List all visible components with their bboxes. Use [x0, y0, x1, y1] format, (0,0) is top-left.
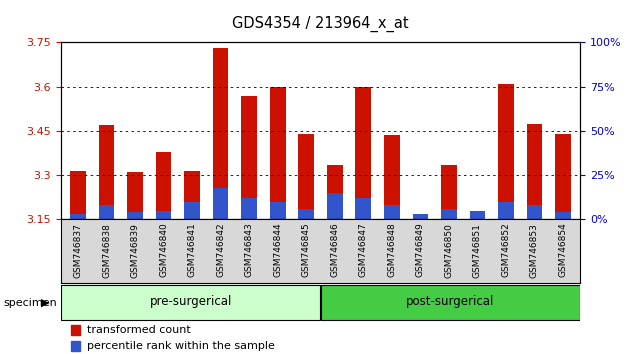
Bar: [356, 87, 371, 219]
Bar: [127, 212, 143, 219]
Text: GSM746849: GSM746849: [416, 223, 425, 278]
Text: GSM746841: GSM746841: [188, 223, 197, 278]
Text: GSM746838: GSM746838: [102, 223, 111, 278]
Bar: [327, 193, 342, 219]
Text: GSM746843: GSM746843: [245, 223, 254, 278]
Text: GSM746839: GSM746839: [131, 223, 140, 278]
Text: GSM746840: GSM746840: [159, 223, 168, 278]
Bar: [384, 205, 400, 219]
Text: GSM746850: GSM746850: [444, 223, 453, 278]
Bar: [99, 125, 114, 219]
Bar: [470, 215, 485, 219]
Bar: [413, 214, 428, 219]
Bar: [527, 124, 542, 219]
Text: GSM746848: GSM746848: [387, 223, 396, 278]
Bar: [299, 209, 314, 219]
Bar: [71, 341, 79, 351]
Bar: [241, 198, 257, 219]
Text: GSM746842: GSM746842: [216, 223, 225, 277]
Bar: [498, 84, 514, 219]
Bar: [99, 205, 114, 219]
Text: ▶: ▶: [40, 298, 49, 308]
Bar: [270, 202, 285, 219]
Text: GSM746846: GSM746846: [330, 223, 339, 278]
Text: GSM746845: GSM746845: [302, 223, 311, 278]
Bar: [327, 165, 342, 219]
FancyBboxPatch shape: [321, 285, 579, 320]
Text: pre-surgerical: pre-surgerical: [149, 295, 232, 308]
Text: post-surgerical: post-surgerical: [406, 295, 494, 308]
FancyBboxPatch shape: [62, 285, 320, 320]
Text: GSM746847: GSM746847: [359, 223, 368, 278]
Text: GDS4354 / 213964_x_at: GDS4354 / 213964_x_at: [232, 16, 409, 32]
Bar: [555, 212, 571, 219]
Text: GSM746844: GSM746844: [273, 223, 282, 277]
Bar: [156, 211, 171, 219]
Bar: [70, 171, 86, 219]
Bar: [384, 135, 400, 219]
Bar: [441, 165, 457, 219]
Text: specimen: specimen: [3, 298, 57, 308]
Bar: [213, 188, 228, 219]
Bar: [184, 202, 200, 219]
Text: GSM746853: GSM746853: [530, 223, 539, 278]
Text: transformed count: transformed count: [87, 325, 191, 335]
Bar: [441, 209, 457, 219]
Bar: [70, 214, 86, 219]
Text: GSM746837: GSM746837: [74, 223, 83, 278]
Bar: [555, 134, 571, 219]
Bar: [213, 48, 228, 219]
Bar: [527, 205, 542, 219]
Bar: [184, 171, 200, 219]
Bar: [71, 325, 79, 335]
Bar: [127, 172, 143, 219]
Text: GSM746852: GSM746852: [501, 223, 510, 278]
Text: GSM746851: GSM746851: [473, 223, 482, 278]
Text: percentile rank within the sample: percentile rank within the sample: [87, 341, 276, 351]
Bar: [413, 215, 428, 219]
Bar: [356, 198, 371, 219]
Bar: [241, 96, 257, 219]
Bar: [299, 134, 314, 219]
Bar: [156, 152, 171, 219]
Bar: [470, 211, 485, 219]
Text: GSM746854: GSM746854: [558, 223, 567, 278]
Bar: [498, 202, 514, 219]
Bar: [270, 87, 285, 219]
